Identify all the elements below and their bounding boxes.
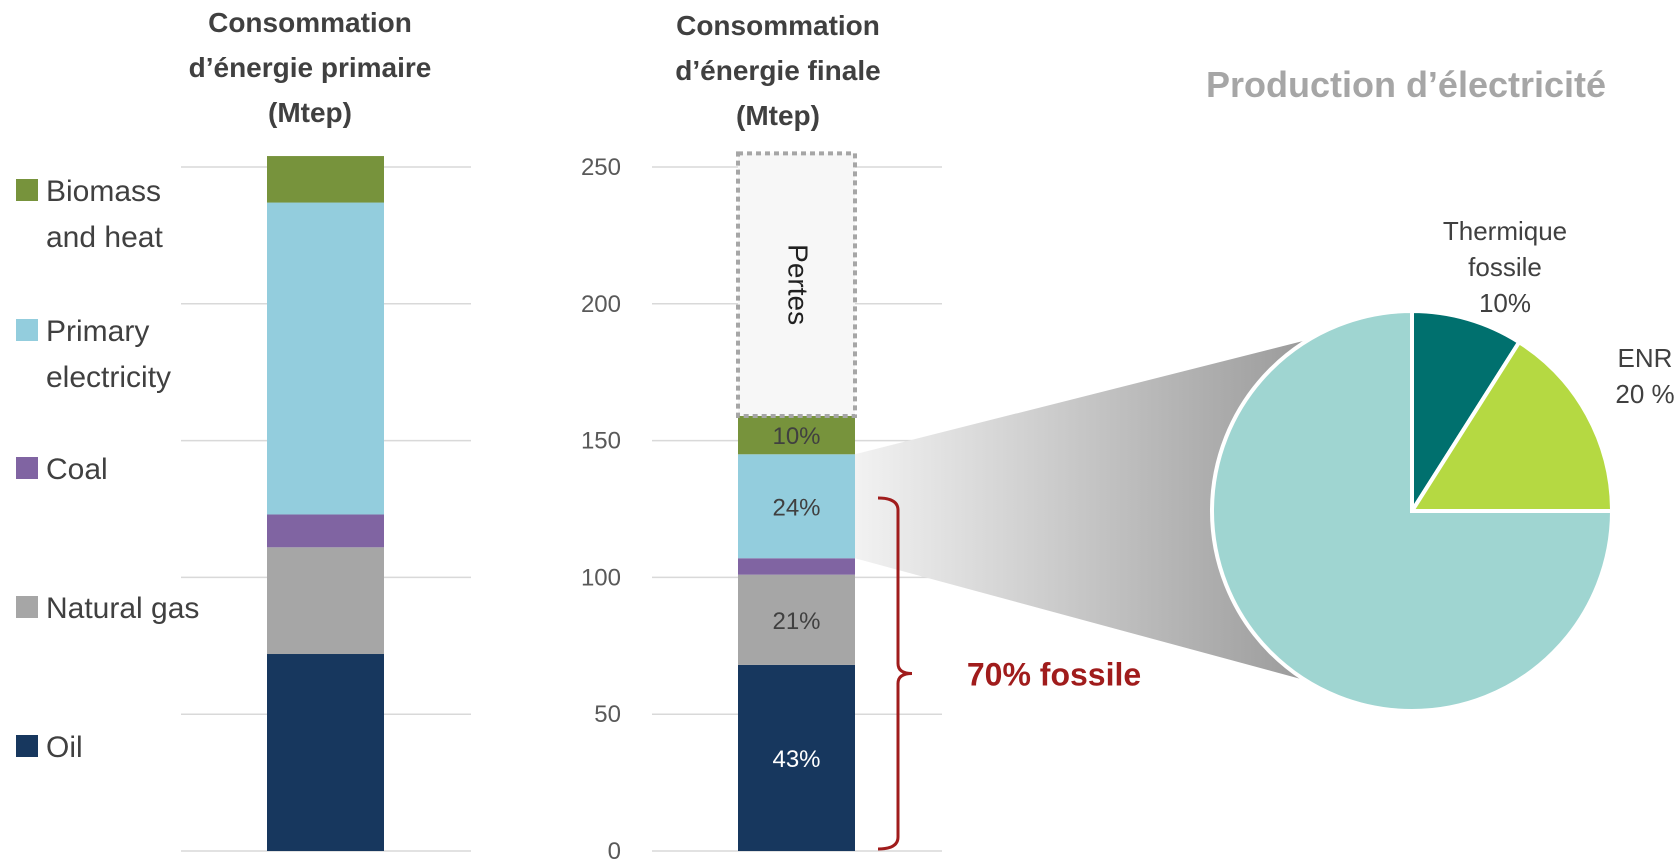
pie-slice-nucl-aire (1210, 308, 1615, 713)
primary-bar-primary-electricity (267, 202, 384, 515)
losses-label: Pertes (783, 244, 814, 325)
final-bar-natural-gas (738, 574, 855, 665)
final-bar-biomass-and-heat (738, 415, 855, 455)
legend-label-oil: Oil (46, 731, 83, 764)
final-bar-primary-electricity (738, 454, 855, 559)
pie-title: Production d’électricité (1206, 64, 1606, 105)
y-tick-label: 100 (581, 564, 621, 591)
y-tick-label: 50 (594, 701, 621, 728)
pie-label-thermique-fossile: fossile (1468, 252, 1542, 282)
final-title-line-1: Consommation (676, 10, 880, 41)
primary-title-line-1: Consommation (208, 7, 412, 38)
pie-chart (1210, 308, 1615, 713)
y-tick-label: 150 (581, 428, 621, 455)
legend-swatch-biomass-and-heat (16, 179, 38, 201)
y-tick-label: 200 (581, 291, 621, 318)
legend: Biomass and heat Primary electricity Coal Nat… (16, 175, 199, 764)
final-bar-coal (738, 558, 855, 575)
legend-swatch-coal (16, 457, 38, 479)
y-tick-label: 250 (581, 154, 621, 181)
fossil-brace (877, 496, 913, 851)
pie-slice-enr (1408, 339, 1615, 513)
primary-title-line-3: (Mtep) (268, 97, 352, 128)
final-title-line-3: (Mtep) (736, 100, 820, 131)
pie-label-thermique-fossile: Thermique (1443, 216, 1567, 246)
primary-bar-oil (267, 654, 384, 851)
primary-bar-natural-gas (267, 547, 384, 655)
final-pct-label-primary-electricity: 24% (772, 494, 820, 521)
stacked-bars (267, 151, 857, 851)
legend-label-primary-electricity: electricity (46, 361, 171, 394)
final-pct-label-oil: 43% (772, 746, 820, 773)
legend-label-primary-electricity: Primary (46, 315, 149, 348)
final-title-line-2: d’énergie finale (675, 55, 880, 86)
final-bar-losses (736, 151, 857, 418)
final-pct-label-natural-gas: 21% (772, 608, 820, 635)
pie-label-enr: ENR (1618, 343, 1673, 373)
legend-swatch-natural-gas (16, 596, 38, 618)
legend-label-natural-gas: Natural gas (46, 592, 199, 625)
primary-bar-biomass-and-heat (267, 156, 384, 203)
legend-swatch-oil (16, 735, 38, 757)
pie-slice-thermique-fossile (1410, 308, 1522, 518)
primary-bar-coal (267, 514, 384, 548)
pie-label-thermique-fossile: 10% (1479, 288, 1531, 318)
fossil-annotation: 70% fossile (967, 657, 1141, 693)
primary-title-line-2: d’énergie primaire (189, 52, 432, 83)
final-pct-label-biomass-and-heat: 10% (772, 423, 820, 450)
final-bar-oil (738, 664, 855, 851)
legend-label-biomass-and-heat: Biomass (46, 175, 161, 208)
legend-label-biomass-and-heat: and heat (46, 221, 163, 254)
legend-swatch-primary-electricity (16, 319, 38, 341)
y-tick-label: 0 (608, 838, 621, 859)
pie-label-enr: 20 % (1615, 379, 1674, 409)
legend-label-coal: Coal (46, 453, 108, 486)
